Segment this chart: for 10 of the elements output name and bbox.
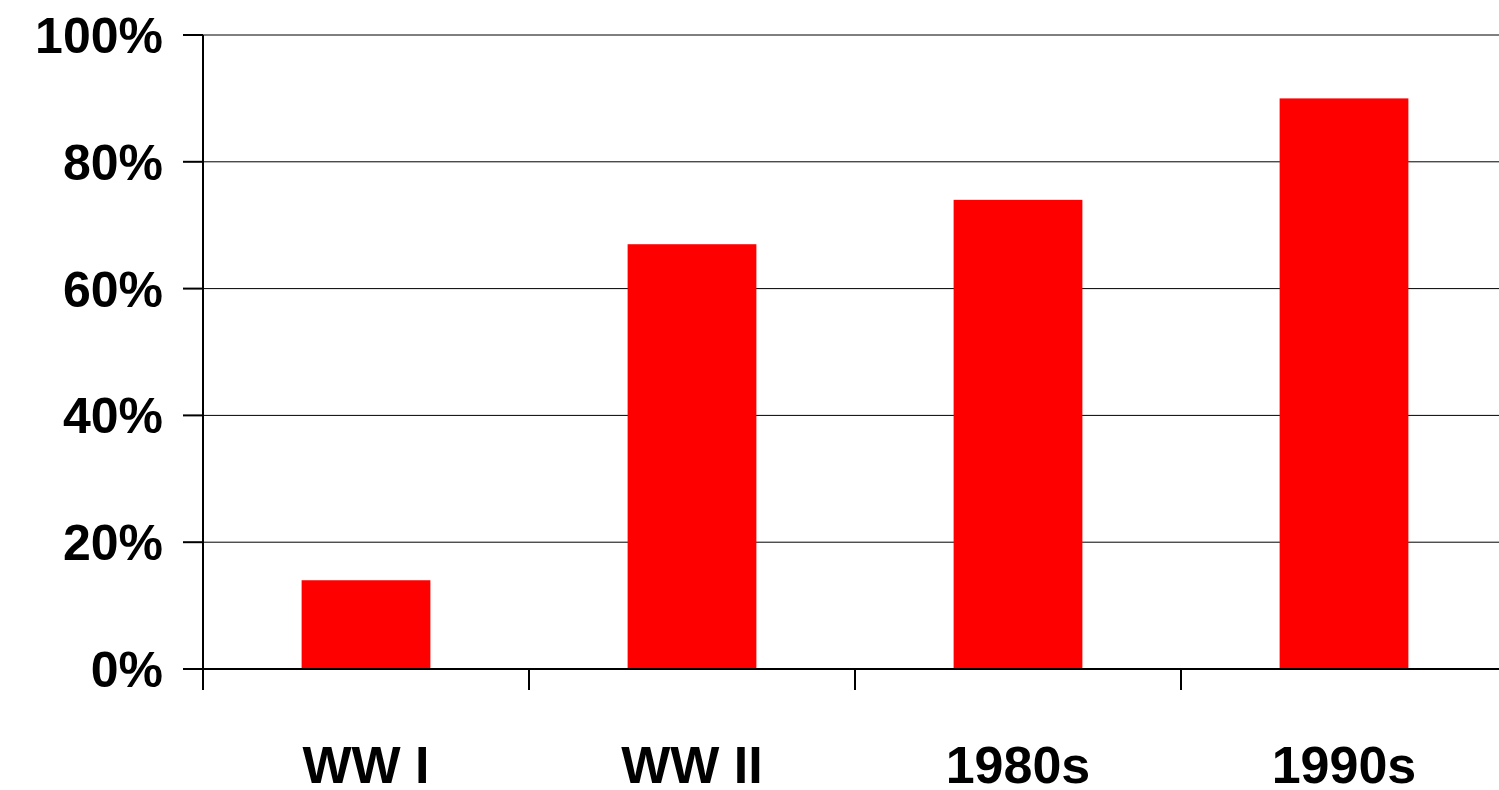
y-tick-label: 40% bbox=[62, 388, 163, 445]
x-tick-label: WW I bbox=[302, 736, 430, 790]
y-tick-label: 60% bbox=[62, 261, 163, 318]
x-tick-label: WW II bbox=[621, 736, 763, 790]
x-tick-label: 1980s bbox=[945, 736, 1091, 790]
y-tick-label: 0% bbox=[90, 642, 163, 698]
y-tick-label: 80% bbox=[62, 134, 163, 191]
x-tick-label: 1990s bbox=[1271, 736, 1417, 790]
y-tick-label: 100% bbox=[35, 8, 163, 64]
y-tick-label: 20% bbox=[62, 515, 163, 572]
